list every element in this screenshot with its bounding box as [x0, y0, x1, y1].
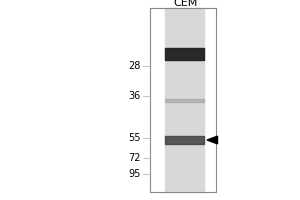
Polygon shape	[207, 136, 217, 144]
Bar	[165, 8, 204, 192]
Text: 95: 95	[129, 169, 141, 179]
Bar	[165, 48, 204, 60]
Text: 55: 55	[128, 133, 141, 143]
Text: CEM: CEM	[174, 0, 198, 8]
Bar	[165, 136, 204, 144]
Text: 72: 72	[128, 153, 141, 163]
Bar	[165, 99, 204, 102]
Text: 28: 28	[129, 61, 141, 71]
Text: 36: 36	[129, 91, 141, 101]
